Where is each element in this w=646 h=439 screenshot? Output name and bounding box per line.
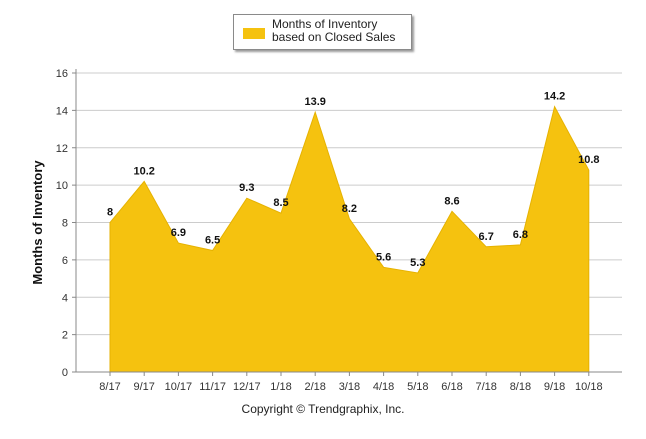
x-tick-label: 9/17 [133, 381, 154, 393]
data-label: 6.7 [479, 231, 494, 243]
data-label: 5.3 [410, 257, 425, 269]
data-label: 6.5 [205, 235, 220, 247]
data-label: 6.9 [171, 227, 186, 239]
x-tick-label: 10/17 [165, 381, 193, 393]
data-label: 5.6 [376, 251, 391, 263]
x-tick-label: 3/18 [339, 381, 360, 393]
chart-legend: Months of Inventory based on Closed Sale… [233, 14, 412, 50]
y-tick-label: 4 [62, 292, 68, 304]
legend-swatch [243, 28, 265, 39]
data-label: 8.2 [342, 203, 357, 215]
y-tick-label: 16 [56, 68, 68, 80]
y-tick-label: 0 [62, 367, 68, 379]
x-tick-label: 5/18 [407, 381, 428, 393]
data-label: 13.9 [304, 96, 325, 108]
x-tick-label: 6/18 [441, 381, 462, 393]
y-tick-label: 14 [56, 105, 68, 117]
copyright-text: Copyright © Trendgraphix, Inc. [241, 402, 405, 416]
x-tick-label: 2/18 [304, 381, 325, 393]
data-label: 10.2 [133, 165, 154, 177]
area-series [109, 105, 590, 373]
x-tick-label: 1/18 [270, 381, 291, 393]
data-label: 8 [107, 207, 113, 219]
data-label: 8.5 [273, 197, 288, 209]
legend-label: Months of Inventory based on Closed Sale… [272, 17, 396, 44]
y-tick-label: 12 [56, 143, 68, 155]
data-label: 8.6 [444, 195, 459, 207]
x-tick-label: 11/17 [199, 381, 226, 393]
y-tick-label: 10 [56, 180, 68, 192]
data-label: 6.8 [513, 229, 528, 241]
data-label: 9.3 [239, 182, 254, 194]
y-axis-title: Months of Inventory [30, 160, 45, 285]
data-label: 14.2 [544, 91, 565, 103]
x-tick-label: 12/17 [233, 381, 261, 393]
x-tick-label: 4/18 [373, 381, 394, 393]
data-label: 10.8 [578, 154, 599, 166]
y-tick-label: 2 [62, 330, 68, 342]
x-tick-label: 10/18 [575, 381, 603, 393]
y-tick-label: 6 [62, 255, 68, 267]
y-tick-label: 8 [62, 218, 68, 230]
x-tick-label: 7/18 [475, 381, 496, 393]
x-tick-label: 8/18 [510, 381, 531, 393]
x-tick-label: 8/17 [99, 381, 120, 393]
x-tick-label: 9/18 [544, 381, 565, 393]
